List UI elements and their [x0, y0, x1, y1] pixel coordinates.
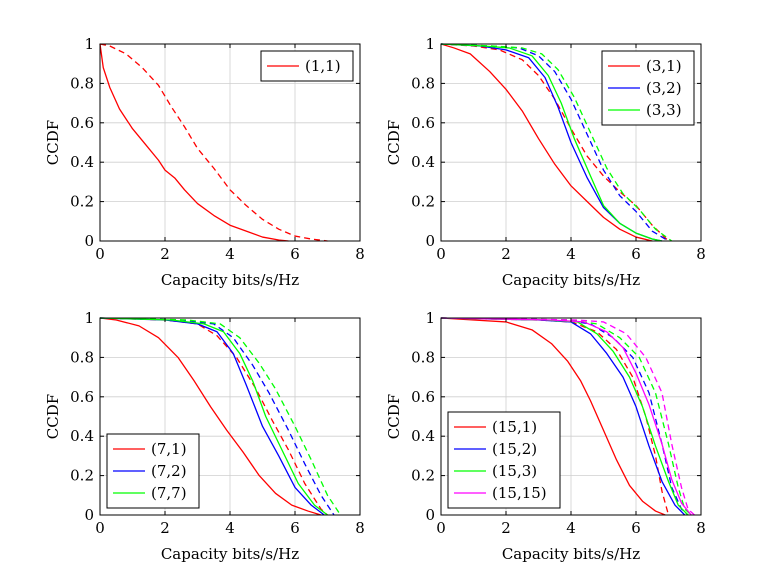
- x-axis-label: Capacity bits/s/Hz: [161, 545, 299, 563]
- legend-label: (15,3): [492, 462, 537, 480]
- series-line-15-2-dashed: [440, 317, 689, 516]
- legend-label: (7,7): [151, 484, 187, 502]
- x-tick-label: 8: [355, 245, 365, 263]
- legend-label: (15,15): [492, 484, 547, 502]
- y-tick-label: 0.4: [70, 427, 94, 445]
- legend-label: (7,1): [151, 440, 187, 458]
- x-tick-label: 4: [566, 519, 576, 537]
- x-tick-label: 8: [696, 245, 706, 263]
- y-tick-label: 1: [84, 35, 94, 53]
- legend: (3,1) (3,2) (3,3): [601, 50, 695, 126]
- y-tick-label: 0.2: [70, 467, 94, 485]
- x-tick-label: 4: [225, 245, 235, 263]
- y-tick-label: 0.8: [70, 348, 94, 366]
- x-tick-label: 8: [355, 519, 365, 537]
- x-tick-label: 6: [631, 519, 641, 537]
- y-tick-label: 0: [425, 232, 435, 250]
- series-line-3-3-dashed: [440, 43, 673, 242]
- x-tick-label: 0: [95, 245, 105, 263]
- x-tick-label: 6: [290, 245, 300, 263]
- series-line-7-1-dashed: [99, 317, 328, 516]
- legend: (7,1) (7,2) (7,7): [106, 433, 200, 509]
- chart-panel-1: 0 2 4 6 8 0 0.2 0.4 0.6 0.8 1 Capacity bits/s/Hz CCD…: [44, 35, 365, 289]
- y-tick-label: 0.6: [411, 114, 435, 132]
- legend: (1,1): [260, 50, 354, 82]
- y-tick-label: 0.4: [411, 153, 435, 171]
- legend: (15,1) (15,2) (15,3) (15,15): [447, 411, 561, 509]
- y-tick-label: 0: [425, 506, 435, 524]
- series-line-7-2-dashed: [99, 317, 335, 516]
- legend-label: (3,1): [646, 57, 682, 75]
- x-tick-label: 2: [160, 519, 170, 537]
- y-tick-label: 0.8: [70, 74, 94, 92]
- x-tick-label: 0: [436, 245, 446, 263]
- x-tick-label: 0: [95, 519, 105, 537]
- series-line-7-7-dashed: [99, 317, 342, 516]
- series-line-15-15-dashed: [440, 317, 695, 516]
- x-tick-label: 2: [501, 519, 511, 537]
- series-line-15-15: [440, 317, 692, 516]
- x-axis-label: Capacity bits/s/Hz: [161, 271, 299, 289]
- series-line-15-1: [440, 317, 666, 516]
- x-tick-label: 0: [436, 519, 446, 537]
- y-axis-label: CCDF: [385, 394, 403, 439]
- y-tick-label: 0.6: [70, 114, 94, 132]
- x-axis-label: Capacity bits/s/Hz: [502, 545, 640, 563]
- x-tick-label: 8: [696, 519, 706, 537]
- y-tick-label: 0.8: [411, 348, 435, 366]
- legend-label: (7,2): [151, 462, 187, 480]
- x-tick-label: 2: [160, 245, 170, 263]
- y-tick-label: 0.4: [70, 153, 94, 171]
- legend-box: [447, 411, 561, 509]
- y-tick-label: 0: [84, 232, 94, 250]
- series-line-7-2: [99, 317, 325, 516]
- legend-label: (15,2): [492, 440, 537, 458]
- x-tick-label: 6: [290, 519, 300, 537]
- x-tick-label: 4: [566, 245, 576, 263]
- y-tick-label: 0: [84, 506, 94, 524]
- x-tick-label: 6: [631, 245, 641, 263]
- x-axis-label: Capacity bits/s/Hz: [502, 271, 640, 289]
- y-tick-label: 0.2: [411, 193, 435, 211]
- y-axis-label: CCDF: [44, 394, 62, 439]
- y-tick-label: 0.4: [411, 427, 435, 445]
- y-tick-label: 1: [425, 35, 435, 53]
- legend-label: (3,2): [646, 79, 682, 97]
- legend-label: (1,1): [305, 57, 341, 75]
- y-tick-label: 0.8: [411, 74, 435, 92]
- x-tick-label: 4: [225, 519, 235, 537]
- chart-panel-2: 0 2 4 6 8 0 0.2 0.4 0.6 0.8 1 Capacity bits/s/Hz CCD…: [385, 35, 706, 289]
- y-tick-label: 1: [425, 309, 435, 327]
- y-axis-label: CCDF: [385, 120, 403, 165]
- series-line-7-1: [99, 317, 322, 516]
- y-axis-label: CCDF: [44, 120, 62, 165]
- x-tick-label: 2: [501, 245, 511, 263]
- y-tick-label: 0.2: [411, 467, 435, 485]
- series-line-3-1: [440, 43, 653, 242]
- y-tick-label: 1: [84, 309, 94, 327]
- legend-label: (15,1): [492, 418, 537, 436]
- legend-label: (3,3): [646, 101, 682, 119]
- y-tick-label: 0.2: [70, 193, 94, 211]
- chart-panel-3: 0 2 4 6 8 0 0.2 0.4 0.6 0.8 1 Capacity bits/s/Hz CCD…: [44, 309, 365, 563]
- y-tick-label: 0.6: [411, 388, 435, 406]
- chart-panel-4: 0 2 4 6 8 0 0.2 0.4 0.6 0.8 1 Capacity bits/s/Hz CCD…: [385, 309, 706, 563]
- series-line-1-1-dashed: [99, 43, 328, 242]
- y-tick-label: 0.6: [70, 388, 94, 406]
- series-line-1-1: [99, 43, 289, 242]
- series-line-3-3: [440, 43, 663, 242]
- series-line-7-7: [99, 317, 328, 516]
